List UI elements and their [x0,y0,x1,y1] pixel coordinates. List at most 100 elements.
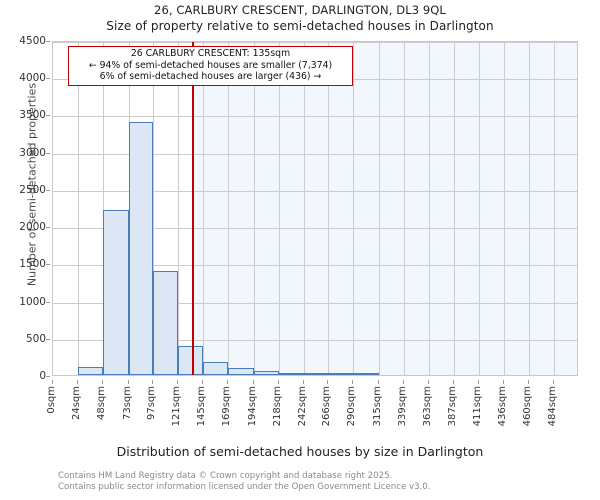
x-axis-tick-mark [226,380,228,384]
x-axis-tick-mark [252,380,254,384]
x-axis-tick-label: 218sqm [271,386,283,427]
x-axis-tick-label: 411sqm [471,386,483,427]
x-axis-tick: 363sqm [422,380,433,440]
x-axis-tick-mark [101,380,103,384]
y-axis-tick-label: 4500 [19,35,46,47]
x-axis-tick-label: 145sqm [196,386,208,427]
x-axis-tick-label: 460sqm [522,386,534,427]
x-axis-tick-label: 387sqm [446,386,458,427]
y-axis-tick-mark [46,227,50,229]
grid-line-vertical [303,42,305,375]
y-axis-tick-mark [46,78,50,80]
x-axis-tick: 315sqm [372,380,383,440]
grid-line-horizontal [53,339,577,341]
grid-line-vertical [379,42,381,375]
x-axis-tick-mark [427,380,429,384]
grid-line-vertical [77,42,79,375]
x-axis-tick-mark [403,380,404,384]
x-axis-tick-label: 194sqm [246,386,258,427]
grid-line-vertical [278,42,280,375]
x-axis-tick-mark [202,380,204,384]
x-axis-tick: 484sqm [547,380,558,440]
grid-line-vertical [554,42,556,375]
x-axis-tick-mark [378,380,380,384]
x-axis-tick: 145sqm [196,380,207,440]
annotation-line-3: 6% of semi-detached houses are larger (4… [99,71,322,82]
histogram-bar [303,373,329,375]
x-axis-tick: 436sqm [497,380,508,440]
histogram-bar [77,366,103,375]
annotation-line-2: ← 94% of semi-detached houses are smalle… [88,59,333,71]
x-axis-tick: 339sqm [397,380,408,440]
x-axis-tick-mark [152,380,154,384]
x-axis-tick-mark [52,380,53,384]
x-axis-tick-label: 315sqm [372,386,384,427]
x-axis-tick-label: 363sqm [421,386,433,427]
y-axis-tick-mark [46,152,50,154]
y-axis-tick-mark [46,301,50,303]
grid-line-horizontal [53,190,577,192]
x-axis-tick: 387sqm [447,380,458,440]
x-axis-tick: 169sqm [221,380,232,440]
grid-line-horizontal [53,153,577,155]
grid-line-horizontal [53,228,577,230]
x-axis-tick: 411sqm [472,380,483,440]
y-axis-tick-label: 3500 [19,109,46,122]
x-axis-tick: 48sqm [96,380,107,440]
footer-line-2: Contains public sector information licen… [58,481,431,492]
histogram-bar [128,121,154,375]
chart-subtitle: Size of property relative to semi-detach… [106,19,494,33]
x-axis-tick: 24sqm [71,380,82,440]
annotation-line-1: 26 CARLBURY CRESCENT: 135sqm [130,48,291,59]
x-axis-tick-label: 339sqm [397,386,408,427]
x-axis-label: Distribution of semi-detached houses by … [116,444,484,459]
grid-line-horizontal [53,265,577,267]
histogram-bar [153,270,179,375]
x-axis-tick-label: 73sqm [121,386,133,421]
x-axis-tick: 218sqm [272,380,283,440]
x-axis-tick-label: 436sqm [497,386,509,427]
grid-line-vertical [227,42,229,375]
x-axis-tick: 121sqm [171,380,182,440]
grid-line-vertical [253,42,255,375]
x-axis-tick-label: 484sqm [547,386,559,427]
x-axis-tick-label: 48sqm [95,386,107,421]
x-axis-tick-label: 169sqm [220,386,232,427]
plot-area [52,41,578,376]
chart-title: 26, CARLBURY CRESCENT, DARLINGTON, DL3 9… [154,3,446,17]
x-axis-tick: 460sqm [522,380,533,440]
larger-region-shading [192,42,577,375]
histogram-bar [227,368,254,375]
x-axis-tick-mark [177,380,179,384]
grid-line-vertical [404,42,405,375]
x-axis-tick-mark [452,380,454,384]
y-axis-tick-label: 2000 [19,221,46,234]
x-axis-tick: 73sqm [122,380,133,440]
x-axis-tick-mark [327,380,329,384]
x-axis-tick-mark [477,380,479,384]
x-axis-tick: 194sqm [247,380,258,440]
y-axis-tick-label: 3000 [19,146,46,159]
y-axis-tick-label: 2500 [19,183,46,196]
x-axis-tick-label: 242sqm [296,386,308,427]
x-axis-tick-label: 266sqm [321,386,333,427]
histogram-bar [328,373,354,375]
y-axis-tick-label: 4000 [19,72,46,85]
x-axis-tick-mark [127,380,129,384]
grid-line-vertical [178,42,180,375]
x-axis-tick-label: 0sqm [46,386,57,414]
property-size-marker-line [191,42,194,375]
y-axis-tick-label: 0 [39,370,46,382]
grid-line-horizontal [53,302,577,304]
y-axis-tick-mark [46,115,50,117]
grid-line-vertical [478,42,480,375]
y-axis-tick-mark [46,264,50,266]
y-axis-tick-mark [46,41,50,42]
x-axis-tick: 290sqm [346,380,357,440]
x-axis-tick-mark [528,380,530,384]
x-axis-tick-mark [277,380,279,384]
grid-line-vertical [102,42,104,375]
y-axis-tick-label: 1500 [19,258,46,271]
histogram-bar [102,209,129,375]
